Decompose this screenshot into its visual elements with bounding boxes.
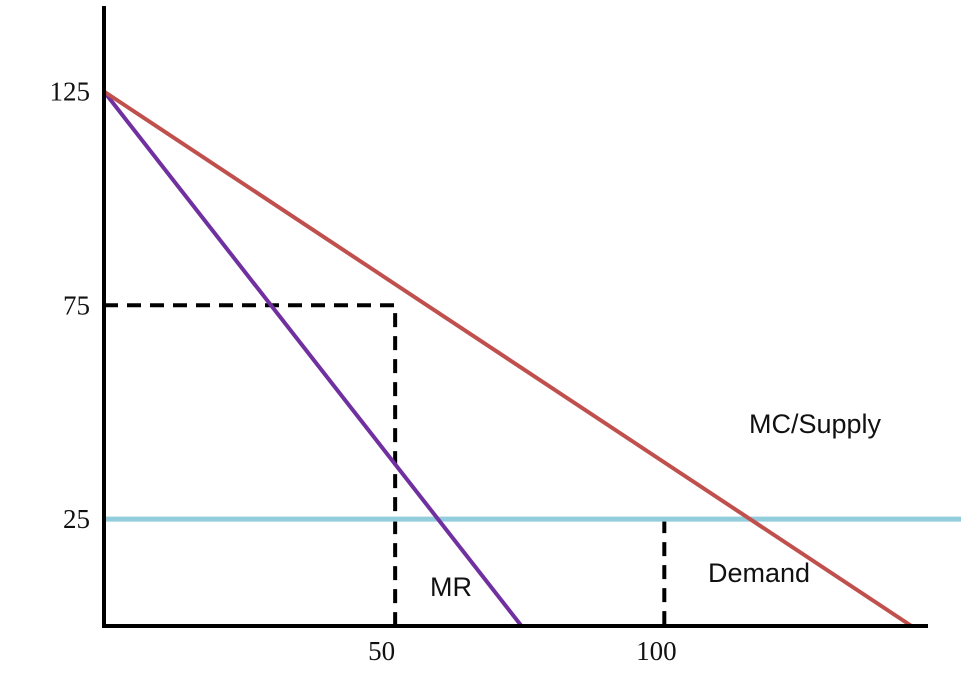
mc-supply-label: MC/Supply: [749, 409, 882, 439]
tick-labels: 25 75 125 50 100: [50, 77, 677, 666]
y-tick-label-25: 25: [63, 504, 90, 534]
curve-labels: MC/Supply Demand MR: [430, 409, 882, 602]
demand-line: [102, 89, 913, 628]
mr-line: [102, 90, 524, 628]
y-tick-label-75: 75: [63, 290, 90, 320]
x-tick-label-50: 50: [368, 636, 395, 666]
x-tick-label-100: 100: [636, 636, 677, 666]
axes: [102, 6, 928, 628]
demand-label: Demand: [708, 558, 810, 588]
guide-lines: [104, 303, 667, 626]
series-lines: [102, 89, 961, 628]
y-tick-label-125: 125: [50, 77, 91, 107]
mr-label: MR: [430, 572, 472, 602]
price-75-guide-line: [104, 303, 398, 626]
